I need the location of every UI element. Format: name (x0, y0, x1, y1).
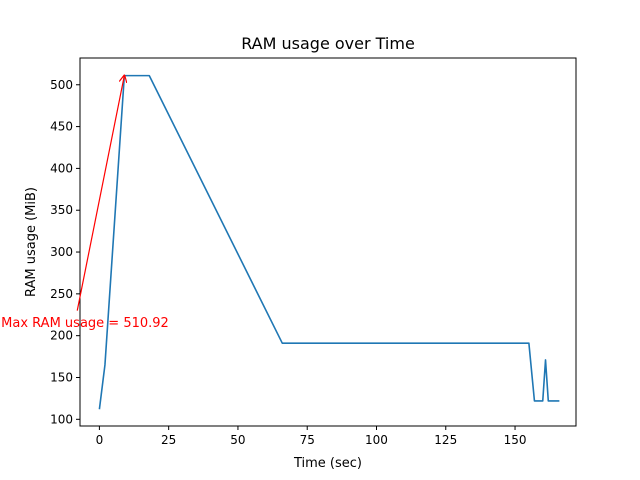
y-axis-label: RAM usage (MiB) (24, 187, 39, 297)
y-tick-label: 200 (50, 329, 73, 343)
annotation-arrow (76, 76, 124, 311)
x-tick-label: 100 (365, 433, 388, 447)
series-layer (98, 74, 560, 410)
x-axis-label: Time (sec) (293, 456, 362, 471)
x-tick-label: 75 (300, 433, 315, 447)
x-axis-ticks: 0 25 50 75 100 125 150 (96, 426, 527, 447)
x-tick-label: 125 (434, 433, 457, 447)
y-tick-label: 150 (50, 370, 73, 384)
y-tick-label: 100 (50, 412, 73, 426)
plot-frame (79, 57, 577, 427)
chart-title: RAM usage over Time (241, 34, 415, 53)
annotation-layer: Max RAM usage = 510.92 (1, 76, 169, 331)
x-tick-label: 25 (161, 433, 176, 447)
y-tick-label: 500 (50, 78, 73, 92)
x-tick-label: 0 (96, 433, 104, 447)
y-axis-ticks: 100 150 200 250 300 350 400 450 500 (50, 78, 80, 426)
y-tick-label: 400 (50, 161, 73, 175)
max-ram-annotation: Max RAM usage = 510.92 (1, 316, 169, 331)
y-tick-label: 350 (50, 203, 73, 217)
series-line (98, 74, 560, 410)
y-tick-label: 250 (50, 287, 73, 301)
y-tick-label: 450 (50, 120, 73, 134)
y-tick-label: 300 (50, 245, 73, 259)
x-tick-label: 50 (230, 433, 245, 447)
x-tick-label: 150 (504, 433, 527, 447)
